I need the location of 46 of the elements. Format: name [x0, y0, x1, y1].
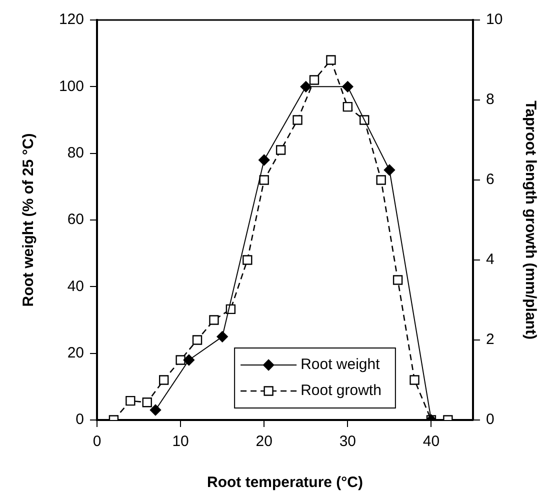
legend-label: Root weight: [300, 356, 381, 374]
point: [183, 354, 195, 366]
point: [410, 375, 420, 385]
y-tick-label: 0: [76, 411, 84, 428]
point: [216, 331, 228, 342]
y2-axis-title: Taproot length growth (mm/plant): [522, 100, 539, 340]
point: [159, 375, 169, 385]
point: [150, 404, 162, 416]
y2-tick-label: 6: [486, 171, 494, 188]
point: [384, 164, 396, 176]
x-tick-label: 40: [422, 433, 440, 450]
legend-label: Root growth: [300, 382, 382, 400]
point: [326, 55, 336, 65]
y-tick-label: 60: [67, 211, 84, 228]
y-tick-label: 120: [58, 11, 84, 28]
point: [342, 102, 353, 112]
x-tick-label: 20: [256, 433, 272, 450]
y2-tick-label: 10: [486, 11, 503, 28]
point: [300, 81, 312, 92]
y2-tick-label: 4: [486, 251, 494, 268]
point: [342, 81, 354, 92]
y2-tick-label: 2: [486, 331, 494, 348]
point: [276, 145, 286, 155]
x-tick-label: 10: [172, 433, 189, 450]
x-tick-label: 30: [339, 433, 356, 450]
point: [292, 115, 302, 125]
point: [258, 154, 270, 166]
point: [376, 175, 386, 185]
y-axis-title: Root weight (% of 25 °C): [20, 133, 38, 307]
y-tick-label: 40: [67, 278, 84, 295]
y-tick-label: 80: [67, 144, 84, 162]
point: [142, 398, 152, 408]
y-tick-label: 100: [58, 78, 84, 95]
x-tick-label: 0: [92, 433, 102, 450]
point: [209, 315, 219, 325]
point: [392, 275, 403, 285]
point: [242, 255, 252, 265]
y-tick-label: 20: [67, 344, 84, 362]
point: [309, 75, 320, 85]
point: [176, 355, 186, 365]
y2-tick-label: 8: [486, 91, 494, 108]
point: [126, 396, 136, 406]
x-axis-title: Root temperature (°C): [206, 474, 364, 492]
point: [192, 335, 202, 345]
y2-tick-label: 0: [486, 411, 494, 428]
point: [259, 175, 269, 185]
